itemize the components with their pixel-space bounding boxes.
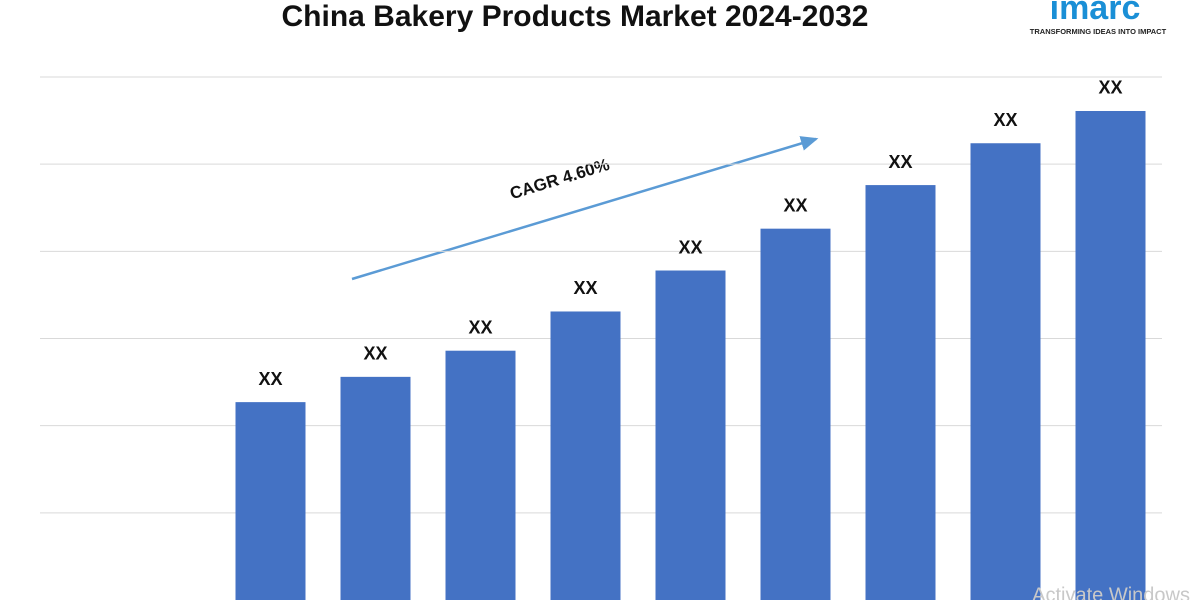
value-label: XX: [363, 344, 387, 364]
bar: [865, 185, 936, 600]
bar: [655, 270, 726, 600]
trend-arrow: [351, 136, 819, 281]
cagr-annotation: CAGR 4.60%: [508, 155, 612, 203]
value-label: XX: [888, 152, 912, 172]
value-label: XX: [573, 278, 597, 298]
bar: [445, 350, 516, 600]
bar: [760, 228, 831, 600]
logo: imarc: [1050, 0, 1141, 27]
bar: [970, 143, 1041, 600]
bar: [340, 376, 411, 600]
value-label: XX: [993, 110, 1017, 130]
chart-title: China Bakery Products Market 2024-2032: [282, 0, 869, 33]
watermark: Activate Windows: [1032, 584, 1190, 600]
bar: [1075, 110, 1146, 600]
value-label: XX: [678, 237, 702, 257]
value-label: XX: [258, 369, 282, 389]
value-label: XX: [1098, 78, 1122, 98]
value-label: XX: [468, 317, 492, 337]
logo-tagline: TRANSFORMING IDEAS INTO IMPACT: [1030, 27, 1167, 36]
bar: [235, 402, 306, 600]
plot-area: XX XX XX XX XX XX XX XX XX: [40, 76, 1162, 600]
bar: [550, 311, 621, 600]
value-label: XX: [783, 195, 807, 215]
